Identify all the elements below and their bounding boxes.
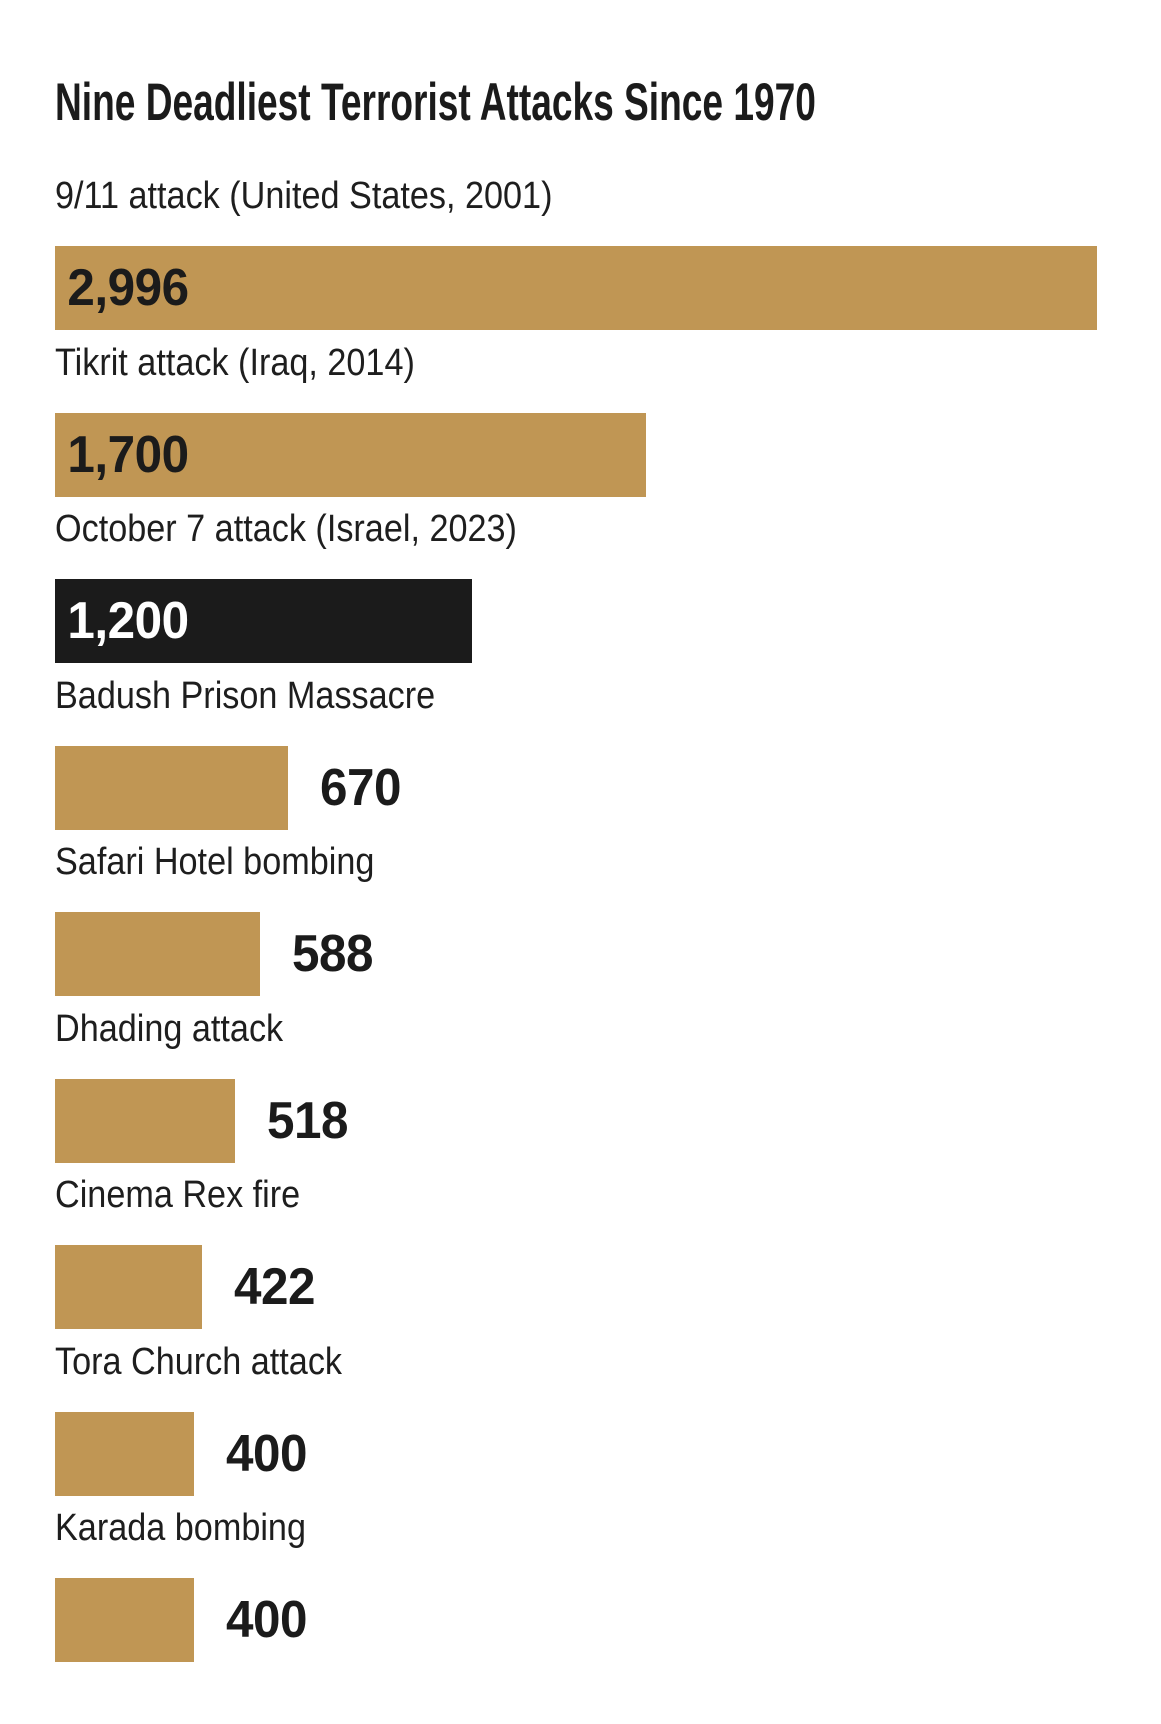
bar-row: Dhading attack 518 [55,997,1097,1164]
bar-value-inside: 1,700 [67,425,189,484]
bar-value-outside: 400 [226,1424,308,1483]
bar-row: Safari Hotel bombing 588 [55,830,1097,997]
bar-value-outside: 588 [291,925,373,983]
bar: 1,700 [55,412,647,497]
bar-line: 2,996 [55,246,1097,330]
bar-row: Tora Church attack 400 [55,1330,1097,1497]
bar-rows: 9/11 attack (United States, 2001) 2,996 … [55,164,1097,1663]
bar: 2,996 [55,246,1097,330]
bar [55,1411,195,1496]
bar-label: Tora Church attack [55,1340,343,1383]
bar-label: Tikrit attack (Iraq, 2014) [55,341,415,384]
bar-line: 400 [55,1578,1097,1662]
bar-label: Safari Hotel bombing [55,841,375,883]
bar-line: 1,700 [55,412,1097,497]
bar-label: October 7 attack (Israel, 2023) [55,508,517,550]
bar-label: Cinema Rex fire [55,1174,301,1216]
bar-line: 670 [55,745,1097,830]
bar-label: Dhading attack [55,1007,284,1050]
bar-row: Karada bombing 400 [55,1496,1097,1663]
bar-value-outside: 422 [233,1258,315,1316]
bar: 1,200 [55,579,473,663]
bar [55,912,260,996]
bar-value-inside: 2,996 [67,259,189,317]
bar-row: October 7 attack (Israel, 2023) 1,200 [55,497,1097,664]
bar-line: 1,200 [55,579,1097,663]
bar-line: 400 [55,1411,1097,1496]
bar [55,1078,236,1163]
bar-row: Cinema Rex fire 422 [55,1163,1097,1330]
chart-title: Nine Deadliest Terrorist Attacks Since 1… [55,73,816,132]
bar-row: Badush Prison Massacre 670 [55,664,1097,831]
bar-label: Badush Prison Massacre [55,674,436,717]
bar-label: Karada bombing [55,1507,306,1549]
bar-row: Tikrit attack (Iraq, 2014) 1,700 [55,331,1097,498]
bar [55,745,289,830]
bar-line: 588 [55,912,1097,996]
bar-value-outside: 400 [226,1591,308,1649]
bar-value-outside: 518 [267,1091,349,1150]
bar [55,1578,195,1662]
bar-value-outside: 670 [320,758,402,817]
bar-row: 9/11 attack (United States, 2001) 2,996 [55,164,1097,331]
bar [55,1245,202,1329]
bar-value-inside: 1,200 [67,592,189,650]
bar-label: 9/11 attack (United States, 2001) [55,175,553,217]
bar-line: 422 [55,1245,1097,1329]
bar-chart: Nine Deadliest Terrorist Attacks Since 1… [55,0,1097,1663]
bar-line: 518 [55,1078,1097,1163]
